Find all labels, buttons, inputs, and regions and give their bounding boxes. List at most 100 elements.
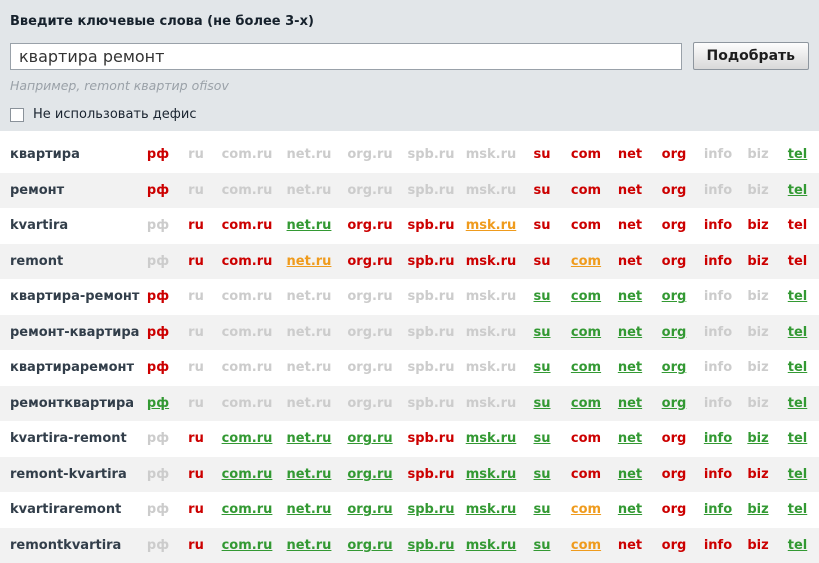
domain-cell-ru[interactable]: ru: [188, 537, 204, 553]
domain-cell-tel[interactable]: tel: [787, 537, 808, 553]
domain-cell-tel[interactable]: tel: [787, 289, 808, 305]
domain-cell-tel[interactable]: tel: [787, 218, 808, 234]
domain-cell-com[interactable]: com: [570, 182, 602, 198]
domain-cell-com.ru[interactable]: com.ru: [221, 253, 273, 269]
domain-cell-su[interactable]: su: [533, 537, 551, 553]
domain-cell-tel[interactable]: tel: [787, 502, 808, 518]
domain-cell-net[interactable]: net: [617, 431, 643, 447]
domain-cell-msk.ru[interactable]: msk.ru: [465, 253, 517, 269]
domain-cell-com[interactable]: com: [570, 147, 602, 163]
domain-cell-org.ru[interactable]: org.ru: [347, 431, 393, 447]
domain-cell-msk.ru[interactable]: msk.ru: [465, 218, 517, 234]
domain-cell-рф[interactable]: рф: [146, 182, 170, 198]
domain-cell-biz[interactable]: biz: [747, 466, 769, 482]
domain-cell-net[interactable]: net: [617, 360, 643, 376]
domain-cell-tel[interactable]: tel: [787, 431, 808, 447]
domain-cell-msk.ru[interactable]: msk.ru: [465, 431, 517, 447]
domain-cell-spb.ru[interactable]: spb.ru: [407, 218, 455, 234]
domain-cell-su[interactable]: su: [533, 218, 551, 234]
domain-cell-net[interactable]: net: [617, 324, 643, 340]
no-hyphen-label[interactable]: Не использовать дефис: [33, 107, 197, 122]
domain-cell-spb.ru[interactable]: spb.ru: [407, 253, 455, 269]
domain-cell-msk.ru[interactable]: msk.ru: [465, 502, 517, 518]
domain-cell-su[interactable]: su: [533, 395, 551, 411]
domain-cell-msk.ru[interactable]: msk.ru: [465, 537, 517, 553]
domain-cell-net.ru[interactable]: net.ru: [286, 466, 332, 482]
domain-cell-tel[interactable]: tel: [787, 147, 808, 163]
domain-cell-com.ru[interactable]: com.ru: [221, 218, 273, 234]
domain-cell-ru[interactable]: ru: [188, 218, 204, 234]
domain-cell-ru[interactable]: ru: [188, 431, 204, 447]
domain-cell-biz[interactable]: biz: [747, 502, 769, 518]
domain-cell-net[interactable]: net: [617, 466, 643, 482]
domain-cell-ru[interactable]: ru: [188, 466, 204, 482]
domain-cell-рф[interactable]: рф: [146, 289, 170, 305]
domain-cell-org[interactable]: org: [661, 324, 687, 340]
domain-cell-net[interactable]: net: [617, 253, 643, 269]
domain-cell-net.ru[interactable]: net.ru: [286, 502, 332, 518]
domain-cell-biz[interactable]: biz: [747, 253, 769, 269]
domain-cell-com[interactable]: com: [570, 218, 602, 234]
domain-cell-org[interactable]: org: [661, 289, 687, 305]
domain-cell-info[interactable]: info: [703, 466, 733, 482]
domain-cell-org.ru[interactable]: org.ru: [347, 537, 393, 553]
domain-cell-net[interactable]: net: [617, 502, 643, 518]
domain-cell-net.ru[interactable]: net.ru: [286, 431, 332, 447]
domain-cell-spb.ru[interactable]: spb.ru: [407, 502, 455, 518]
domain-cell-org.ru[interactable]: org.ru: [347, 466, 393, 482]
domain-cell-org[interactable]: org: [661, 182, 687, 198]
domain-cell-biz[interactable]: biz: [747, 431, 769, 447]
domain-cell-biz[interactable]: biz: [747, 218, 769, 234]
domain-cell-com.ru[interactable]: com.ru: [221, 431, 273, 447]
domain-cell-tel[interactable]: tel: [787, 466, 808, 482]
domain-cell-biz[interactable]: biz: [747, 537, 769, 553]
domain-cell-su[interactable]: su: [533, 502, 551, 518]
domain-cell-su[interactable]: su: [533, 360, 551, 376]
domain-cell-org[interactable]: org: [661, 537, 687, 553]
domain-cell-com[interactable]: com: [570, 289, 602, 305]
domain-cell-org[interactable]: org: [661, 253, 687, 269]
domain-cell-рф[interactable]: рф: [146, 147, 170, 163]
domain-cell-su[interactable]: su: [533, 431, 551, 447]
domain-cell-com[interactable]: com: [570, 360, 602, 376]
domain-cell-net[interactable]: net: [617, 182, 643, 198]
domain-cell-рф[interactable]: рф: [146, 395, 170, 411]
domain-cell-com[interactable]: com: [570, 395, 602, 411]
keywords-input[interactable]: [10, 42, 682, 70]
domain-cell-рф[interactable]: рф: [146, 360, 170, 376]
domain-cell-net.ru[interactable]: net.ru: [286, 218, 332, 234]
domain-cell-su[interactable]: su: [533, 182, 551, 198]
domain-cell-info[interactable]: info: [703, 218, 733, 234]
domain-cell-tel[interactable]: tel: [787, 253, 808, 269]
domain-cell-org.ru[interactable]: org.ru: [347, 502, 393, 518]
domain-cell-spb.ru[interactable]: spb.ru: [407, 431, 455, 447]
domain-cell-com[interactable]: com: [570, 466, 602, 482]
domain-cell-su[interactable]: su: [533, 466, 551, 482]
domain-cell-info[interactable]: info: [703, 502, 733, 518]
domain-cell-org[interactable]: org: [661, 218, 687, 234]
domain-cell-org.ru[interactable]: org.ru: [347, 218, 393, 234]
domain-cell-msk.ru[interactable]: msk.ru: [465, 466, 517, 482]
domain-cell-org[interactable]: org: [661, 466, 687, 482]
domain-cell-tel[interactable]: tel: [787, 324, 808, 340]
domain-cell-tel[interactable]: tel: [787, 360, 808, 376]
domain-cell-net.ru[interactable]: net.ru: [286, 253, 332, 269]
domain-cell-su[interactable]: su: [533, 253, 551, 269]
domain-cell-org[interactable]: org: [661, 502, 687, 518]
domain-cell-su[interactable]: su: [533, 289, 551, 305]
domain-cell-net[interactable]: net: [617, 289, 643, 305]
domain-cell-org.ru[interactable]: org.ru: [347, 253, 393, 269]
domain-cell-org[interactable]: org: [661, 147, 687, 163]
domain-cell-info[interactable]: info: [703, 431, 733, 447]
domain-cell-com.ru[interactable]: com.ru: [221, 502, 273, 518]
domain-cell-org[interactable]: org: [661, 431, 687, 447]
domain-cell-com[interactable]: com: [570, 253, 602, 269]
domain-cell-com[interactable]: com: [570, 324, 602, 340]
domain-cell-net[interactable]: net: [617, 147, 643, 163]
domain-cell-net[interactable]: net: [617, 395, 643, 411]
domain-cell-net[interactable]: net: [617, 218, 643, 234]
submit-button[interactable]: Подобрать: [692, 42, 809, 70]
domain-cell-info[interactable]: info: [703, 537, 733, 553]
domain-cell-рф[interactable]: рф: [146, 324, 170, 340]
domain-cell-org[interactable]: org: [661, 360, 687, 376]
